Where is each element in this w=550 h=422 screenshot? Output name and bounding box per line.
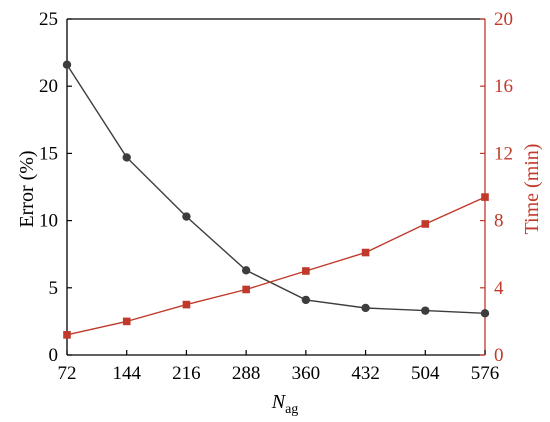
x-axis-title-subscript: ag (285, 402, 298, 417)
error-data-point (421, 306, 430, 315)
x-axis-title-main: N (271, 391, 287, 413)
time-data-point (182, 300, 191, 309)
time-data-point (421, 220, 430, 228)
x-tick-label: 432 (351, 363, 380, 384)
x-tick-label: 288 (232, 363, 261, 384)
time-data-point (122, 317, 131, 326)
y-left-tick-label: 5 (49, 278, 59, 299)
x-tick-label: 360 (292, 363, 321, 384)
time-data-point (242, 285, 250, 294)
time-data-point (302, 267, 310, 275)
y-right-tick-label: 16 (494, 76, 513, 97)
y-right-tick-label: 12 (494, 143, 513, 164)
error-data-point (62, 60, 72, 69)
error-data-point (301, 295, 311, 305)
error-data-point (361, 303, 370, 313)
x-tick-label: 72 (58, 363, 77, 384)
x-tick-label: 576 (471, 363, 500, 384)
x-axis-title: Nag (271, 391, 299, 417)
error-series-line (66, 64, 486, 314)
time-series-line (66, 196, 486, 336)
x-tick-label: 216 (172, 363, 201, 384)
y-right-axis-title: Time (min) (521, 144, 543, 235)
time-data-point (63, 331, 71, 339)
y-right-tick-label: 4 (494, 278, 504, 299)
y-left-tick-label: 20 (39, 76, 58, 97)
y-left-tick-label: 15 (39, 143, 58, 164)
y-left-tick-label: 25 (39, 9, 58, 30)
x-tick-label: 504 (411, 363, 440, 384)
x-tick-label: 144 (112, 363, 141, 384)
error-data-point (182, 212, 191, 221)
axes-layer: 72 144 216 288 360 432 504 57605101520250481216… (39, 9, 513, 384)
error-data-point (122, 153, 131, 162)
y-left-axis-title: Error (%) (16, 150, 38, 227)
series-layer (62, 60, 490, 339)
time-data-point (361, 248, 370, 257)
y-left-tick-label: 0 (49, 345, 59, 366)
y-left-tick-label: 10 (39, 211, 58, 232)
error-data-point (241, 266, 251, 275)
y-right-tick-label: 20 (494, 9, 513, 30)
y-right-tick-label: 8 (494, 211, 504, 232)
error-data-point (480, 309, 490, 318)
y-right-tick-label: 0 (494, 345, 504, 366)
time-data-point (481, 193, 489, 201)
